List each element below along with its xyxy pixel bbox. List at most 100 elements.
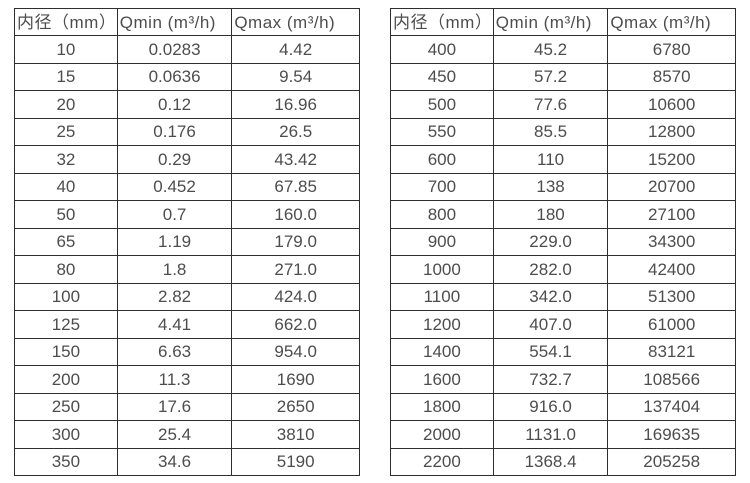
column-header-qmax: Qmax (m³/h) (607, 8, 736, 36)
table-cell: 50 (14, 200, 118, 229)
table-cell: 138 (492, 172, 609, 201)
table-cell: 110 (492, 145, 609, 174)
table-cell: 15 (14, 62, 118, 91)
table-row: 100 2.82 424.0 (14, 282, 360, 311)
table-cell: 169635 (607, 420, 736, 449)
table-cell: 108566 (607, 365, 736, 394)
table-cell: 662.0 (231, 310, 360, 339)
table-cell: 229.0 (492, 227, 609, 256)
column-header-diameter: 内径（mm） (390, 8, 494, 36)
table-cell: 100 (14, 282, 118, 311)
table-cell: 34300 (607, 227, 736, 256)
table-cell: 554.1 (492, 337, 609, 366)
table-cell: 250 (14, 392, 118, 421)
table-row: 800 180 27100 (390, 200, 736, 229)
table-cell: 2200 (390, 447, 494, 476)
table-cell: 1131.0 (492, 420, 609, 449)
table-cell: 10 (14, 35, 118, 64)
table-cell: 1100 (390, 282, 494, 311)
table-cell: 0.12 (116, 90, 233, 119)
table-cell: 83121 (607, 337, 736, 366)
table-row: 200 11.3 1690 (14, 365, 360, 394)
table-cell: 45.2 (492, 35, 609, 64)
table-row: 40 0.452 67.85 (14, 172, 360, 201)
table-cell: 0.452 (116, 172, 233, 201)
table-cell: 0.0636 (116, 62, 233, 91)
table-cell: 1.19 (116, 227, 233, 256)
table-cell: 205258 (607, 447, 736, 476)
table-cell: 1400 (390, 337, 494, 366)
table-cell: 2650 (231, 392, 360, 421)
table-cell: 6.63 (116, 337, 233, 366)
table-cell: 57.2 (492, 62, 609, 91)
table-row: 350 34.6 5190 (14, 447, 360, 476)
header-row: 内径（mm） Qmin (m³/h) Qmax (m³/h) (14, 8, 360, 36)
table-cell: 342.0 (492, 282, 609, 311)
table-cell: 40 (14, 172, 118, 201)
table-row: 15 0.0636 9.54 (14, 62, 360, 91)
table-cell: 6780 (607, 35, 736, 64)
table-cell: 0.0283 (116, 35, 233, 64)
table-cell: 0.7 (116, 200, 233, 229)
table-cell: 4.42 (231, 35, 360, 64)
table-row: 150 6.63 954.0 (14, 337, 360, 366)
table-row: 1200 407.0 61000 (390, 310, 736, 339)
column-header-qmin: Qmin (m³/h) (116, 8, 233, 36)
table-cell: 2000 (390, 420, 494, 449)
table-cell: 27100 (607, 200, 736, 229)
table-row: 80 1.8 271.0 (14, 255, 360, 284)
table-cell: 20 (14, 90, 118, 119)
table-cell: 350 (14, 447, 118, 476)
table-cell: 424.0 (231, 282, 360, 311)
table-cell: 61000 (607, 310, 736, 339)
table-cell: 26.5 (231, 117, 360, 146)
table-row: 600 110 15200 (390, 145, 736, 174)
table-cell: 5190 (231, 447, 360, 476)
table-cell: 700 (390, 172, 494, 201)
table-row: 1400 554.1 83121 (390, 337, 736, 366)
table-cell: 51300 (607, 282, 736, 311)
table-cell: 407.0 (492, 310, 609, 339)
table-row: 10 0.0283 4.42 (14, 35, 360, 64)
table-cell: 16.96 (231, 90, 360, 119)
table-row: 25 0.176 26.5 (14, 117, 360, 146)
table-row: 900 229.0 34300 (390, 227, 736, 256)
table-cell: 0.176 (116, 117, 233, 146)
table-cell: 67.85 (231, 172, 360, 201)
table-cell: 600 (390, 145, 494, 174)
table-row: 1600 732.7 108566 (390, 365, 736, 394)
table-cell: 42400 (607, 255, 736, 284)
table-cell: 550 (390, 117, 494, 146)
table-row: 65 1.19 179.0 (14, 227, 360, 256)
table-cell: 1690 (231, 365, 360, 394)
table-row: 700 138 20700 (390, 172, 736, 201)
table-cell: 1368.4 (492, 447, 609, 476)
column-header-qmin: Qmin (m³/h) (492, 8, 609, 36)
column-header-diameter: 内径（mm） (14, 8, 118, 36)
table-cell: 77.6 (492, 90, 609, 119)
table-cell: 732.7 (492, 365, 609, 394)
table-cell: 200 (14, 365, 118, 394)
table-row: 1100 342.0 51300 (390, 282, 736, 311)
table-row: 250 17.6 2650 (14, 392, 360, 421)
table-cell: 25.4 (116, 420, 233, 449)
table-cell: 954.0 (231, 337, 360, 366)
header-row: 内径（mm） Qmin (m³/h) Qmax (m³/h) (390, 8, 736, 36)
flow-range-table-small-diameters: 内径（mm） Qmin (m³/h) Qmax (m³/h) 10 0.0283 4.4… (14, 8, 360, 476)
table-cell: 1800 (390, 392, 494, 421)
table-cell: 180 (492, 200, 609, 229)
table-cell: 916.0 (492, 392, 609, 421)
table-cell: 8570 (607, 62, 736, 91)
table-cell: 1200 (390, 310, 494, 339)
table-cell: 43.42 (231, 145, 360, 174)
table-cell: 34.6 (116, 447, 233, 476)
table-row: 125 4.41 662.0 (14, 310, 360, 339)
table-cell: 137404 (607, 392, 736, 421)
table-row: 400 45.2 6780 (390, 35, 736, 64)
table-cell: 500 (390, 90, 494, 119)
table-cell: 80 (14, 255, 118, 284)
table-cell: 800 (390, 200, 494, 229)
table-cell: 1600 (390, 365, 494, 394)
table-cell: 9.54 (231, 62, 360, 91)
table-cell: 15200 (607, 145, 736, 174)
